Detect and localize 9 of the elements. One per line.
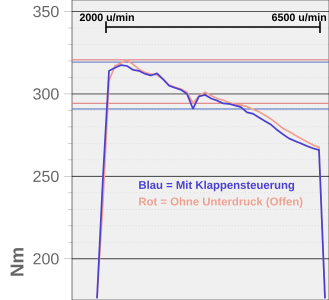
- y-tick-label: 200: [33, 253, 59, 264]
- y-tick-label: 250: [33, 170, 59, 182]
- annotation: 2000 u/min: [80, 13, 134, 22]
- text: Blau = Mit Klappensteuerung: [139, 180, 294, 192]
- annotation: 6500 u/min: [272, 13, 326, 22]
- y-axis-title: Nm: [10, 248, 24, 276]
- series-label: Rot = Ohne Unterdruck (Offen): [139, 197, 302, 208]
- y-tick-label: 300: [33, 88, 59, 100]
- y-tick-label: 350: [33, 6, 59, 18]
